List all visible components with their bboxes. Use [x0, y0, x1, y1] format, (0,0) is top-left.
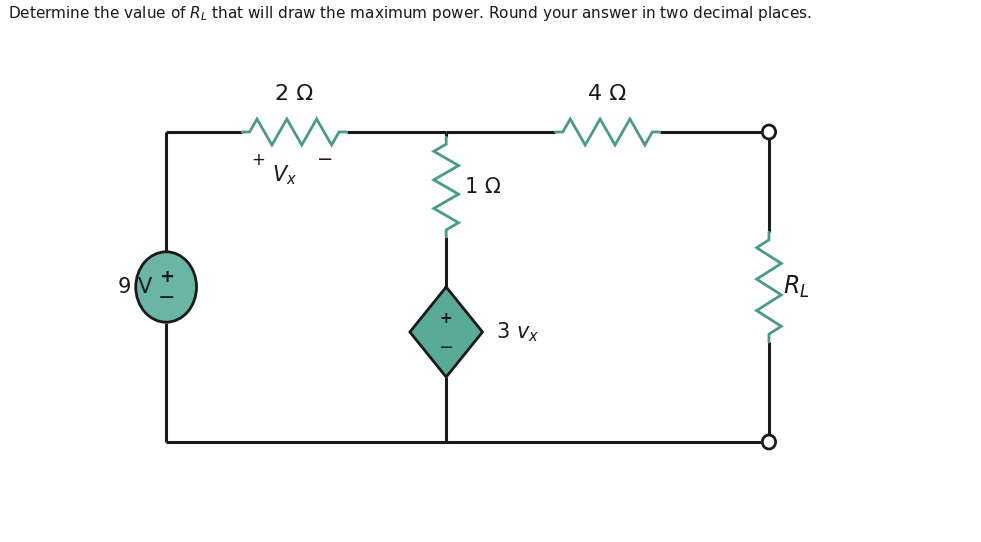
Text: −: −	[439, 339, 454, 357]
Text: 2 Ω: 2 Ω	[275, 84, 313, 104]
Text: 9 V: 9 V	[118, 277, 152, 297]
Text: −: −	[157, 288, 175, 308]
Text: −: −	[317, 151, 333, 170]
Ellipse shape	[135, 252, 196, 322]
Text: $3\ v_x$: $3\ v_x$	[496, 320, 540, 344]
Circle shape	[762, 435, 776, 449]
Text: +: +	[159, 268, 174, 286]
Text: $V_x$: $V_x$	[273, 163, 297, 186]
Circle shape	[762, 125, 776, 139]
Text: +: +	[251, 151, 265, 169]
Text: $R_L$: $R_L$	[783, 274, 809, 300]
Text: Determine the value of $R_L$ that will draw the maximum power. Round your answer: Determine the value of $R_L$ that will d…	[8, 4, 811, 23]
Text: 1 Ω: 1 Ω	[465, 177, 501, 197]
Text: 4 Ω: 4 Ω	[589, 84, 627, 104]
Polygon shape	[410, 287, 483, 377]
Text: +: +	[439, 311, 452, 326]
